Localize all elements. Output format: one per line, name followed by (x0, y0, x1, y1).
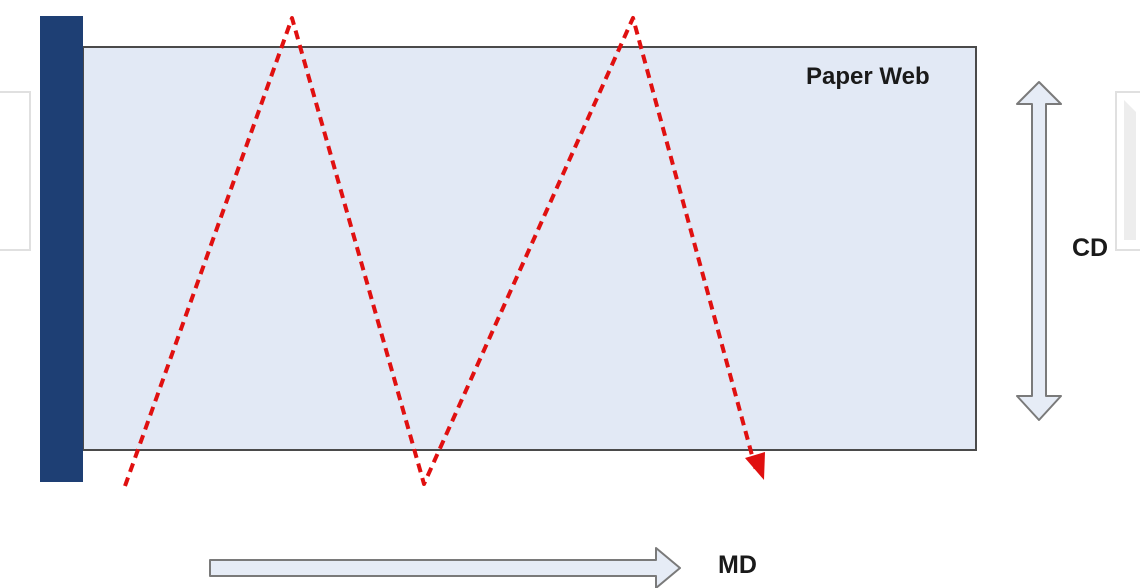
md-arrow-icon (209, 547, 681, 588)
cd-arrow-icon (1016, 81, 1062, 421)
paper-web-label: Paper Web (806, 63, 930, 90)
scan-path-arrowhead (745, 452, 765, 480)
scan-path (123, 16, 758, 487)
paper-web (82, 46, 977, 451)
cd-label: CD (1072, 234, 1109, 262)
headbox-bar (40, 16, 83, 482)
md-label: MD (718, 551, 757, 579)
